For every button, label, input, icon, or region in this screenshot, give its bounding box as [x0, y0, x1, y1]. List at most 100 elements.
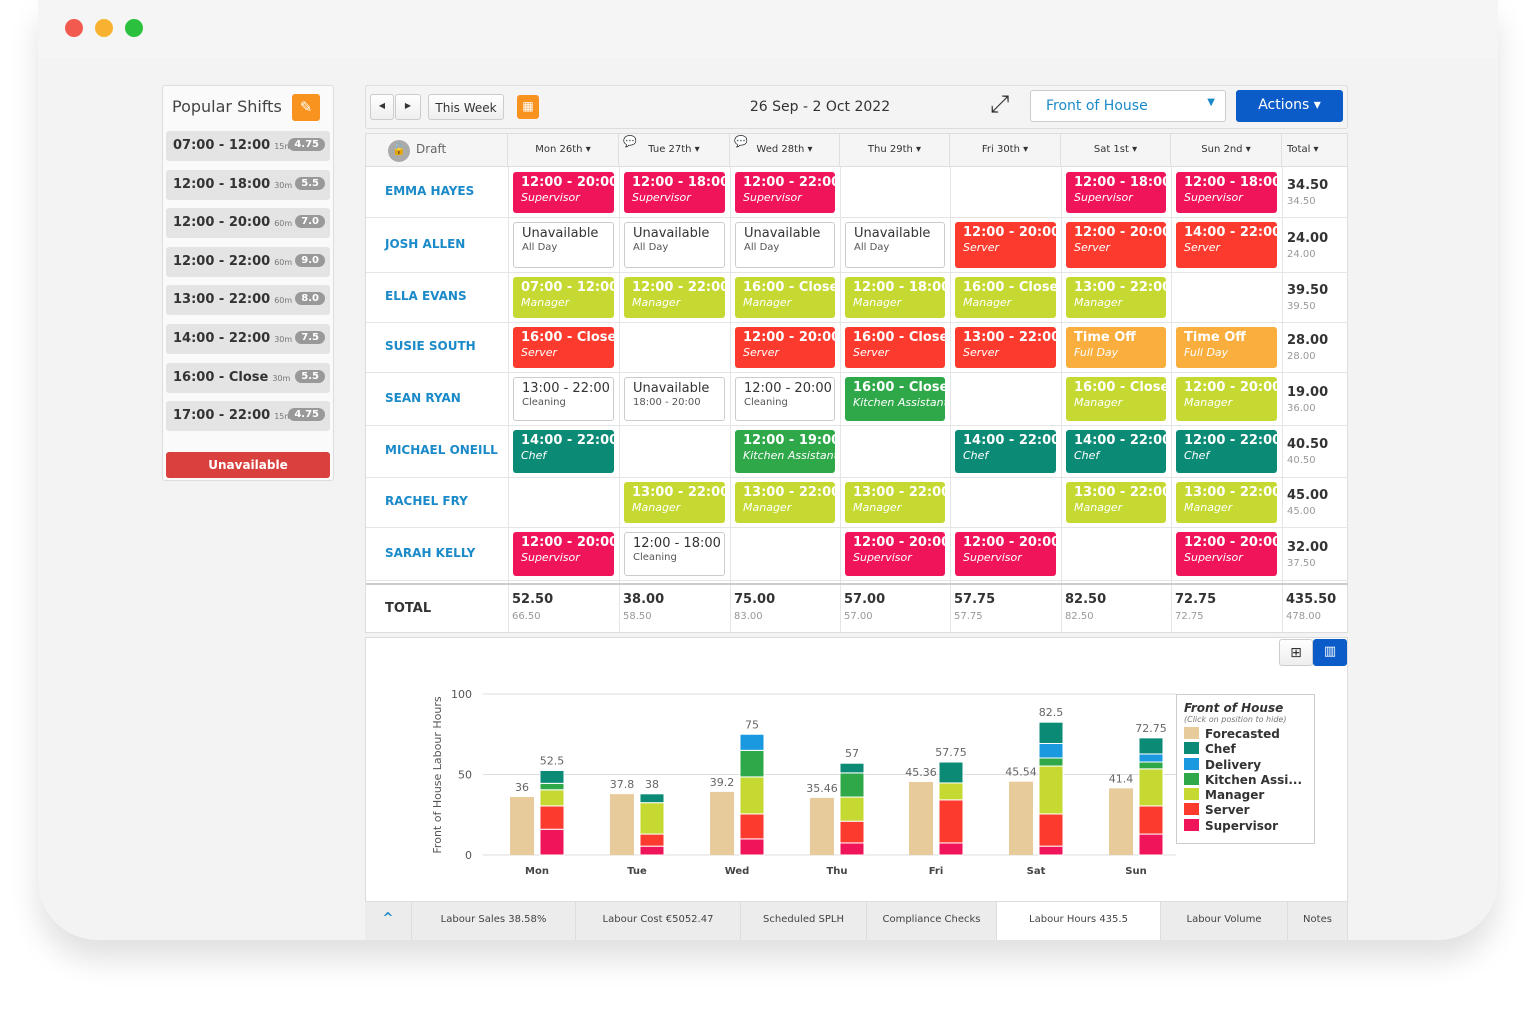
collapse-chevron-up-icon[interactable]: ^: [365, 902, 412, 940]
shift-card[interactable]: 13:00 - 22:00 Cleaning: [513, 377, 614, 421]
shift-card[interactable]: Unavailable All Day: [513, 222, 614, 268]
comment-icon[interactable]: 💬: [734, 135, 748, 148]
shift-card[interactable]: 14:00 - 22:00 Server: [1176, 222, 1277, 268]
shift-card[interactable]: 13:00 - 22:00 Manager: [1066, 277, 1166, 318]
shift-card[interactable]: 13:00 - 22:00 Manager: [1176, 482, 1277, 523]
employee-name[interactable]: MICHAEL ONEILL: [385, 443, 498, 457]
shift-card[interactable]: 16:00 - Close Server: [513, 327, 614, 368]
day-header-3[interactable]: Thu 29th ▾: [840, 134, 950, 167]
employee-name[interactable]: JOSH ALLEN: [385, 236, 466, 251]
shift-card[interactable]: 13:00 - 22:00 Manager: [735, 482, 835, 523]
footer-tab[interactable]: Labour Hours 435.5: [997, 902, 1161, 940]
shift-card[interactable]: 16:00 - Close Manager: [955, 277, 1056, 318]
shift-card[interactable]: 16:00 - Close Kitchen Assistant: [845, 377, 945, 421]
shift-card[interactable]: Unavailable All Day: [845, 222, 945, 268]
day-header-2[interactable]: Wed 28th ▾: [730, 134, 840, 167]
department-select[interactable]: Front of House ▼: [1030, 90, 1226, 122]
shift-card[interactable]: 16:00 - Close Manager: [1066, 377, 1166, 421]
legend-item[interactable]: Chef: [1184, 742, 1314, 757]
unavailable-button[interactable]: Unavailable: [166, 452, 330, 478]
shift-card[interactable]: 14:00 - 22:00 Chef: [513, 430, 614, 473]
shift-card[interactable]: 12:00 - 22:00 Chef: [1176, 430, 1277, 473]
shift-card[interactable]: Time Off Full Day: [1176, 327, 1277, 368]
employee-name[interactable]: ELLA EVANS: [385, 289, 467, 303]
total-header[interactable]: Total ▾: [1282, 134, 1348, 167]
popular-shift-item[interactable]: 13:00 - 22:00 60m 8.0: [166, 285, 330, 316]
popular-shift-item[interactable]: 12:00 - 20:00 60m 7.0: [166, 208, 330, 239]
popular-shift-item[interactable]: 07:00 - 12:00 15m 4.75: [166, 131, 330, 161]
pencil-icon[interactable]: ✎: [292, 94, 320, 121]
shift-card[interactable]: 12:00 - 18:00 Supervisor: [1066, 172, 1166, 213]
day-header-0[interactable]: Mon 26th ▾: [508, 134, 619, 167]
employee-name[interactable]: EMMA HAYES: [385, 184, 475, 198]
this-week-button[interactable]: This Week: [428, 94, 504, 120]
shift-card[interactable]: 12:00 - 20:00 Supervisor: [1176, 532, 1277, 576]
bar-chart-icon[interactable]: ▥: [1313, 639, 1347, 666]
shift-card[interactable]: 12:00 - 22:00 Manager: [624, 277, 725, 318]
shift-card[interactable]: 12:00 - 20:00 Server: [955, 222, 1056, 268]
day-header-1[interactable]: Tue 27th ▾: [619, 134, 730, 167]
shift-card[interactable]: 16:00 - Close Server: [845, 327, 945, 368]
shift-card[interactable]: 12:00 - 20:00 Supervisor: [513, 532, 614, 576]
shift-card[interactable]: 13:00 - 22:00 Manager: [845, 482, 945, 523]
shift-card[interactable]: 12:00 - 20:00 Supervisor: [513, 172, 614, 213]
draft-status[interactable]: 🔓 Draft: [366, 134, 508, 167]
day-header-4[interactable]: Fri 30th ▾: [950, 134, 1061, 167]
footer-tab[interactable]: Labour Sales 38.58%: [412, 902, 576, 940]
day-header-6[interactable]: Sun 2nd ▾: [1171, 134, 1282, 167]
legend-item[interactable]: Forecasted: [1184, 727, 1314, 742]
employee-name[interactable]: SEAN RYAN: [385, 390, 461, 405]
maximize-window-button[interactable]: [125, 19, 143, 37]
shift-card[interactable]: 12:00 - 18:00 Supervisor: [624, 172, 725, 213]
footer-tab[interactable]: Labour Cost €5052.47: [576, 902, 741, 940]
popular-shift-item[interactable]: 14:00 - 22:00 30m 7.5: [166, 324, 330, 354]
shift-card[interactable]: 07:00 - 12:00 Manager: [513, 277, 614, 318]
actions-button[interactable]: Actions ▾: [1236, 90, 1343, 122]
popular-shift-item[interactable]: 12:00 - 22:00 60m 9.0: [166, 246, 330, 277]
shift-card[interactable]: Unavailable 18:00 - 20:00: [624, 377, 725, 421]
shift-card[interactable]: 13:00 - 22:00 Server: [955, 327, 1056, 368]
shift-card[interactable]: 16:00 - Close Manager: [735, 277, 835, 318]
footer-tab[interactable]: Scheduled SPLH: [741, 902, 867, 940]
shift-card[interactable]: 14:00 - 22:00 Chef: [955, 430, 1056, 473]
footer-tab[interactable]: Labour Volume: [1161, 902, 1288, 940]
comment-icon[interactable]: 💬: [623, 135, 637, 148]
popular-shift-item[interactable]: 12:00 - 18:00 30m 5.5: [166, 169, 330, 200]
shift-card[interactable]: 13:00 - 22:00 Manager: [1066, 482, 1166, 523]
employee-name[interactable]: SUSIE SOUTH: [385, 339, 476, 353]
shift-card[interactable]: Time Off Full Day: [1066, 327, 1166, 368]
shift-card[interactable]: 12:00 - 22:00 Supervisor: [735, 172, 835, 213]
footer-tab[interactable]: Notes: [1288, 902, 1348, 940]
popular-shift-item[interactable]: 16:00 - Close 30m 5.5: [166, 362, 330, 393]
shift-card[interactable]: 12:00 - 20:00 Supervisor: [955, 532, 1056, 576]
close-window-button[interactable]: [65, 19, 83, 37]
shift-card[interactable]: Unavailable All Day: [624, 222, 725, 268]
shift-card[interactable]: 12:00 - 20:00 Manager: [1176, 377, 1277, 421]
shift-card[interactable]: 12:00 - 20:00 Server: [735, 327, 835, 368]
next-week-button[interactable]: ▶: [395, 94, 421, 120]
popular-shift-item[interactable]: 17:00 - 22:00 15m 4.75: [166, 401, 330, 432]
table-icon[interactable]: ⊞: [1279, 639, 1313, 666]
shift-card[interactable]: 12:00 - 20:00 Cleaning: [735, 377, 835, 421]
calendar-icon[interactable]: ▦: [517, 95, 539, 119]
employee-name[interactable]: RACHEL FRY: [385, 494, 468, 508]
shift-card[interactable]: Unavailable All Day: [735, 222, 835, 268]
day-header-5[interactable]: Sat 1st ▾: [1061, 134, 1171, 167]
shift-card[interactable]: 13:00 - 22:00 Manager: [624, 482, 725, 523]
employee-name[interactable]: SARAH KELLY: [385, 545, 476, 560]
shift-card[interactable]: 14:00 - 22:00 Chef: [1066, 430, 1166, 473]
shift-card[interactable]: 12:00 - 18:00 Manager: [845, 277, 945, 318]
legend-item[interactable]: Supervisor: [1184, 818, 1314, 834]
minimize-window-button[interactable]: [95, 19, 113, 37]
expand-icon[interactable]: ⤢: [990, 90, 1010, 118]
legend-item[interactable]: Kitchen Assi...: [1184, 772, 1314, 788]
shift-card[interactable]: 12:00 - 20:00 Supervisor: [845, 532, 945, 576]
previous-week-button[interactable]: ◀: [370, 94, 394, 120]
shift-card[interactable]: 12:00 - 18:00 Supervisor: [1176, 172, 1277, 213]
shift-card[interactable]: 12:00 - 20:00 Server: [1066, 222, 1166, 268]
legend-item[interactable]: Delivery: [1184, 757, 1314, 773]
legend-item[interactable]: Manager: [1184, 788, 1314, 803]
footer-tab[interactable]: Compliance Checks: [867, 902, 997, 940]
shift-card[interactable]: 12:00 - 18:00 Cleaning: [624, 532, 725, 576]
shift-card[interactable]: 12:00 - 19:00 Kitchen Assistant: [735, 430, 835, 473]
